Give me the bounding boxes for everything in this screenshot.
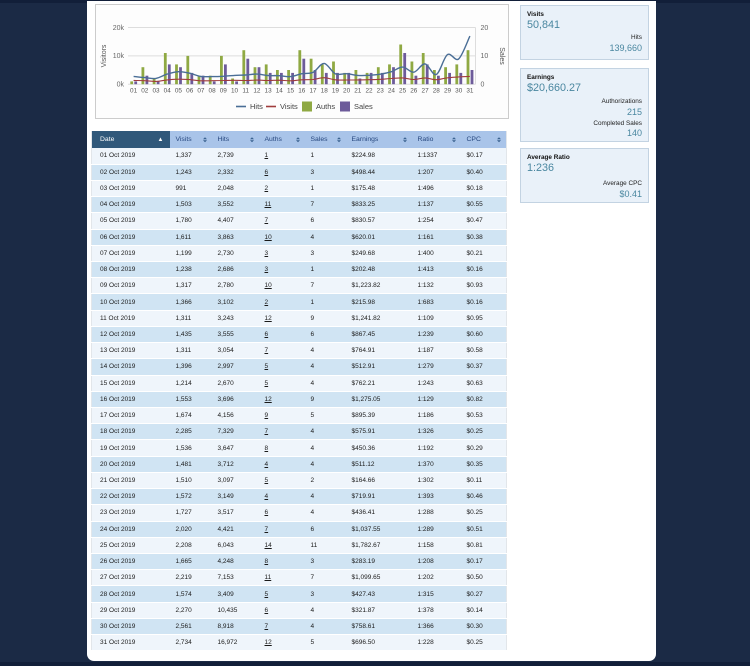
svg-text:05: 05 xyxy=(175,88,183,95)
svg-text:30: 30 xyxy=(455,88,463,95)
svg-text:01: 01 xyxy=(130,88,138,95)
svg-text:08: 08 xyxy=(209,88,217,95)
svg-text:Auths: Auths xyxy=(316,102,335,111)
svg-text:23: 23 xyxy=(377,88,385,95)
svg-text:31: 31 xyxy=(466,88,474,95)
svg-text:18: 18 xyxy=(321,88,329,95)
svg-text:26: 26 xyxy=(410,88,418,95)
svg-text:21: 21 xyxy=(354,88,362,95)
svg-text:13: 13 xyxy=(265,88,273,95)
svg-text:24: 24 xyxy=(388,88,396,95)
svg-text:20: 20 xyxy=(481,25,489,32)
svg-text:14: 14 xyxy=(276,88,284,95)
svg-text:02: 02 xyxy=(141,88,149,95)
svg-text:16: 16 xyxy=(298,88,306,95)
svg-text:03: 03 xyxy=(152,88,160,95)
svg-text:04: 04 xyxy=(164,88,172,95)
svg-text:Sales: Sales xyxy=(354,102,373,111)
svg-text:09: 09 xyxy=(220,88,228,95)
svg-text:12: 12 xyxy=(253,88,261,95)
svg-text:20k: 20k xyxy=(113,25,125,32)
svg-text:10: 10 xyxy=(481,53,489,60)
svg-text:0: 0 xyxy=(481,82,485,89)
svg-text:25: 25 xyxy=(399,88,407,95)
svg-text:27: 27 xyxy=(422,88,430,95)
svg-text:Visitors: Visitors xyxy=(101,44,108,67)
svg-text:Sales: Sales xyxy=(498,47,505,65)
svg-text:22: 22 xyxy=(365,88,373,95)
svg-text:Hits: Hits xyxy=(250,102,263,111)
svg-text:29: 29 xyxy=(444,88,452,95)
svg-text:28: 28 xyxy=(433,88,441,95)
svg-text:11: 11 xyxy=(242,88,249,95)
svg-text:19: 19 xyxy=(332,88,340,95)
svg-text:06: 06 xyxy=(186,88,194,95)
svg-text:17: 17 xyxy=(309,88,317,95)
svg-text:Visits: Visits xyxy=(280,102,298,111)
svg-text:10: 10 xyxy=(231,88,239,95)
svg-text:07: 07 xyxy=(197,88,205,95)
svg-text:20: 20 xyxy=(343,88,351,95)
svg-text:10k: 10k xyxy=(113,53,125,60)
svg-text:0k: 0k xyxy=(117,82,125,89)
svg-text:15: 15 xyxy=(287,88,295,95)
